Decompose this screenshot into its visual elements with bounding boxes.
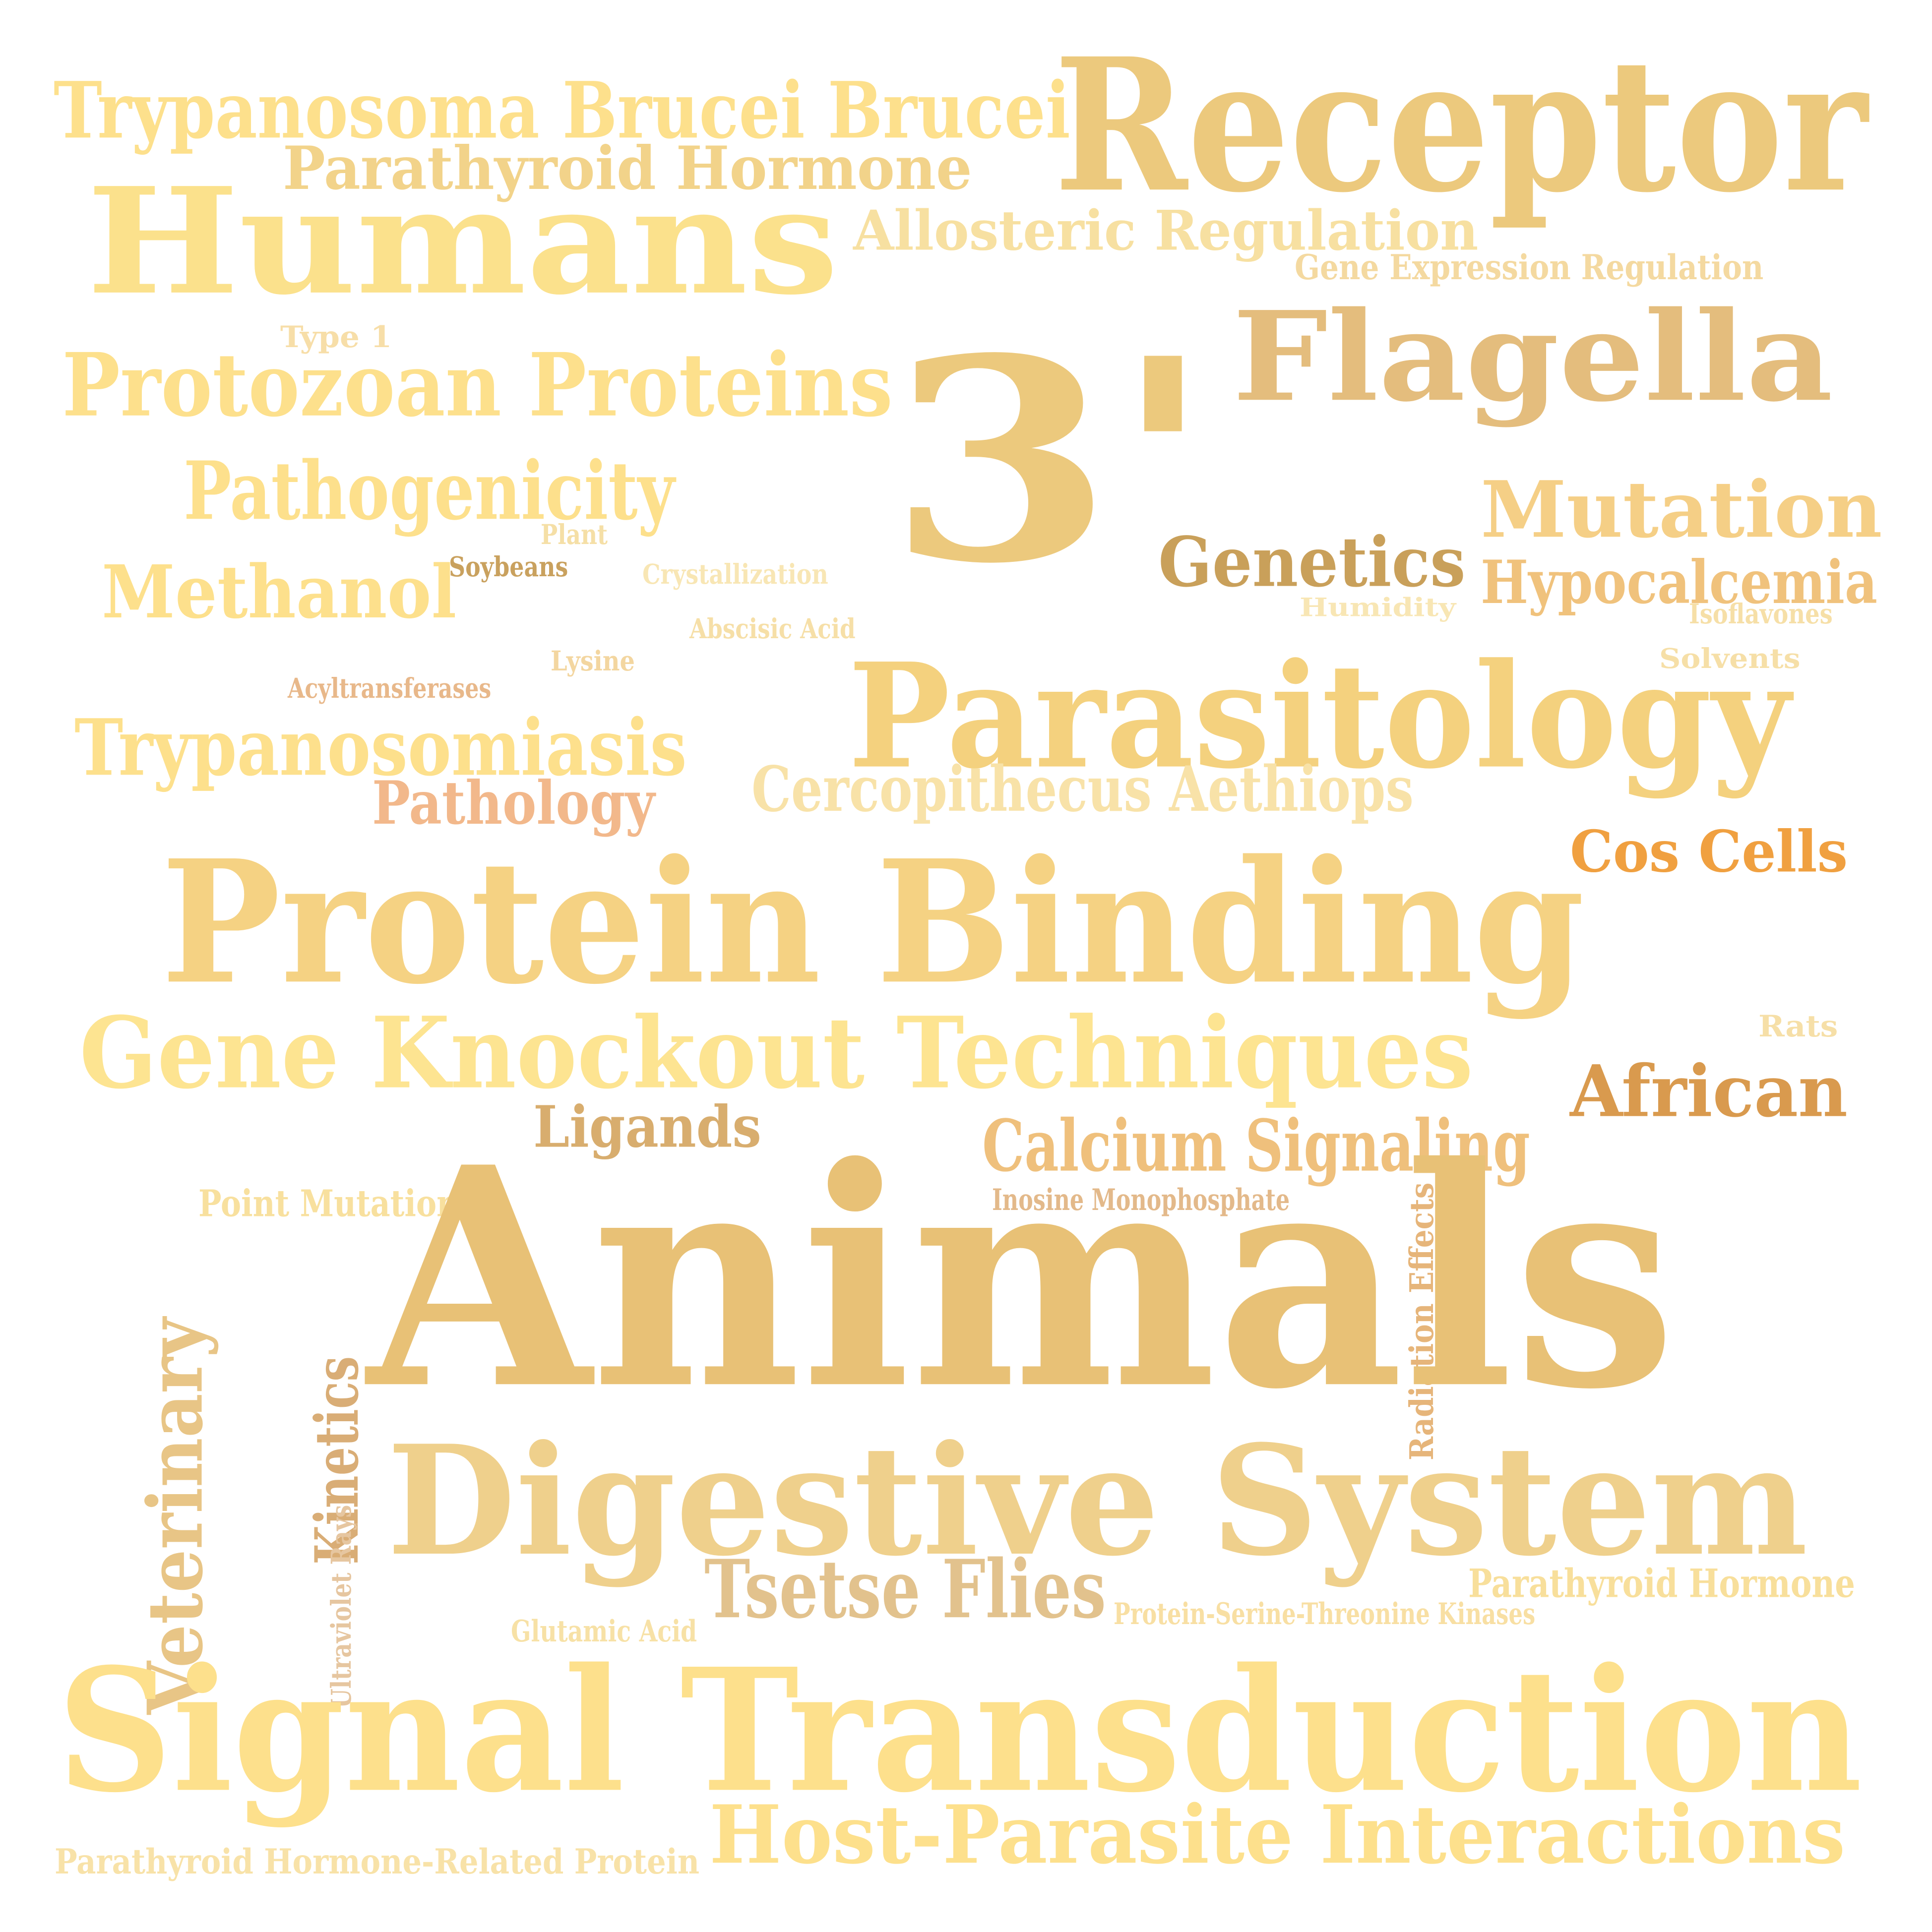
- word-cos-cells: Cos Cells: [1570, 818, 1848, 885]
- word-calcium-signaling: Calcium Signaling: [982, 1104, 1530, 1188]
- word-parathyroid-hormone-related-protein: Parathyroid Hormone-Related Protein: [55, 1841, 700, 1882]
- word-tsetse-flies: Tsetse Flies: [704, 1542, 1106, 1636]
- word-digestive-system: Digestive System: [387, 1412, 1808, 1589]
- word-cercopithecus-aethiops: Cercopithecus Aethiops: [751, 753, 1414, 826]
- word-trypanosoma-brucei-brucei: Trypanosoma Brucei Brucei: [54, 64, 1070, 156]
- word-parathyroid-hormone-top: Parathyroid Hormone: [283, 133, 972, 203]
- word-type-1: Type 1: [280, 319, 392, 355]
- word-glutamic-acid: Glutamic Acid: [511, 1614, 697, 1649]
- word-acyltransferases: Acyltransferases: [288, 671, 492, 704]
- word-gene-knockout-techniques: Gene Knockout Techniques: [79, 995, 1474, 1111]
- word-pathology: Pathology: [372, 768, 655, 838]
- word-ligands: Ligands: [533, 1093, 762, 1160]
- word-methanol: Methanol: [102, 548, 457, 635]
- word-crystallization: Crystallization: [642, 557, 828, 590]
- word-point-mutation: Point Mutation: [198, 1181, 459, 1225]
- word-protein-binding: Protein Binding: [161, 823, 1585, 1022]
- word-gene-expression-regulation: Gene Expression Regulation: [1295, 246, 1764, 288]
- word-humans: Humans: [87, 156, 839, 327]
- word-3-prime: 3': [888, 298, 1213, 625]
- word-animals: Animals: [367, 1101, 1677, 1455]
- word-parathyroid-hormone-bottom: Parathyroid Hormone: [1468, 1561, 1855, 1607]
- word-abscisic-acid: Abscisic Acid: [689, 612, 856, 645]
- word-solvents: Solvents: [1659, 642, 1801, 674]
- word-allosteric-regulation: Allosteric Regulation: [853, 198, 1479, 263]
- word-receptor: Receptor: [1054, 18, 1868, 234]
- word-lysine: Lysine: [551, 644, 635, 677]
- word-genetics: Genetics: [1158, 522, 1466, 603]
- word-flagella: Flagella: [1233, 284, 1833, 429]
- word-plant: Plant: [541, 518, 608, 550]
- word-pathogenicity: Pathogenicity: [184, 444, 675, 538]
- word-trypanosomiasis: Trypanosomiasis: [74, 702, 687, 793]
- word-signal-transduction: Signal Transduction: [57, 1631, 1863, 1830]
- word-mutation: Mutation: [1481, 464, 1882, 555]
- word-isoflavones: Isoflavones: [1689, 597, 1833, 630]
- word-inosine-monophosphate: Inosine Monophosphate: [992, 1182, 1290, 1217]
- word-host-parasite-interactions: Host-Parasite Interactions: [709, 1788, 1846, 1882]
- word-humidity: Humidity: [1300, 592, 1456, 622]
- word-hypocalcemia: Hypocalcemia: [1481, 547, 1877, 617]
- word-soybeans: Soybeans: [449, 550, 568, 583]
- word-protozoan-proteins: Protozoan Proteins: [62, 334, 893, 436]
- word-rats: Rats: [1758, 1009, 1838, 1044]
- word-african: African: [1570, 1049, 1848, 1133]
- word-parasitology: Parasitology: [848, 631, 1791, 801]
- word-protein-serine-threonine-kinases: Protein-Serine-Threonine Kinases: [1114, 1596, 1536, 1631]
